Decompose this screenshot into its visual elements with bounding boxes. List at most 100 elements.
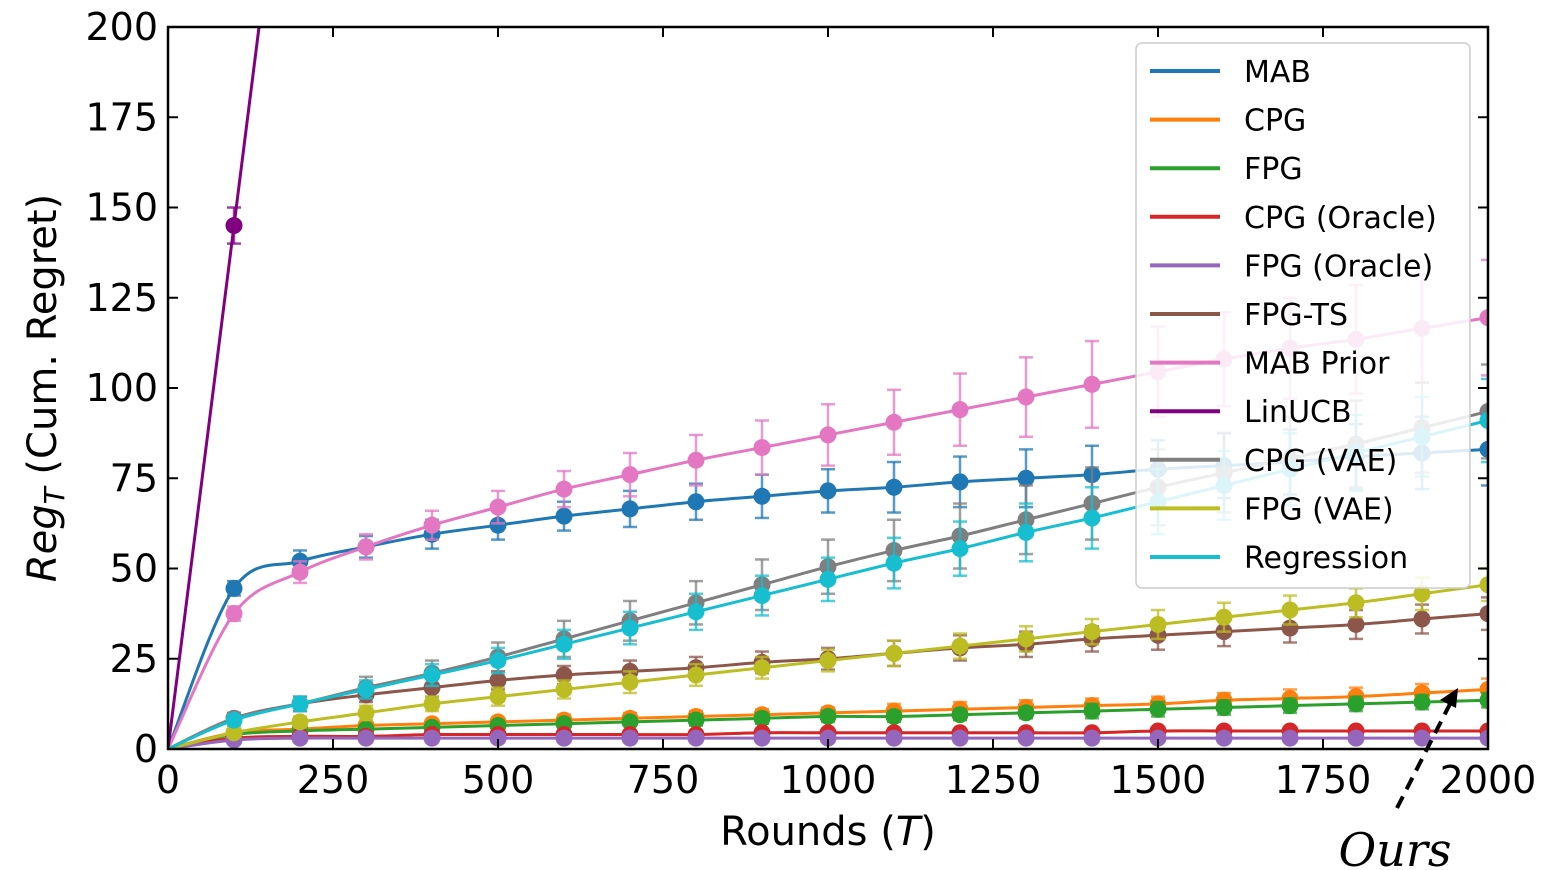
data-point xyxy=(1347,729,1365,747)
data-point xyxy=(951,401,969,419)
x-axis-label-variable: T xyxy=(896,809,924,855)
data-point xyxy=(423,729,441,747)
legend-label: Regression xyxy=(1244,541,1408,576)
legend-item-fpg-vae: FPG (VAE) xyxy=(1150,492,1394,527)
legend-item-mab: MAB xyxy=(1150,55,1311,90)
data-point xyxy=(1281,697,1299,715)
data-point xyxy=(489,671,507,689)
data-point xyxy=(357,680,375,698)
legend-label: LinUCB xyxy=(1244,395,1352,430)
y-tick-label: 150 xyxy=(85,186,158,230)
data-point xyxy=(225,724,243,742)
data-point xyxy=(1281,729,1299,747)
data-point xyxy=(489,652,507,670)
data-point xyxy=(687,711,705,729)
data-point xyxy=(885,708,903,726)
data-point xyxy=(1413,729,1431,747)
series-fpg-oracle xyxy=(168,729,1488,749)
data-point xyxy=(1215,698,1233,716)
legend-label: FPG-TS xyxy=(1244,298,1348,333)
data-point xyxy=(555,480,573,498)
data-point xyxy=(1347,695,1365,713)
data-point xyxy=(1017,630,1035,648)
data-point xyxy=(1479,729,1488,747)
data-point xyxy=(555,635,573,653)
data-point xyxy=(819,426,837,444)
data-point xyxy=(489,688,507,706)
data-point xyxy=(225,217,243,235)
x-tick-label: 1000 xyxy=(780,758,877,802)
data-point xyxy=(1479,309,1488,327)
data-point xyxy=(621,500,639,518)
x-tick-label: 500 xyxy=(462,758,535,802)
data-point xyxy=(753,487,771,505)
x-tick-label: 1250 xyxy=(945,758,1042,802)
series-linucb xyxy=(168,27,261,749)
data-point xyxy=(687,493,705,511)
legend-label: CPG xyxy=(1244,104,1306,139)
y-axis-label-subscript: T xyxy=(38,485,71,504)
data-point xyxy=(621,713,639,731)
data-point xyxy=(621,466,639,484)
x-tick-label: 2000 xyxy=(1440,758,1537,802)
data-point xyxy=(687,729,705,747)
data-point xyxy=(951,473,969,491)
ticks-layer: 0 250 500 750 1000 1250 1500 1750 2000 0 25 50 75 100… xyxy=(85,5,1536,802)
data-point xyxy=(621,673,639,691)
data-point xyxy=(1347,615,1365,633)
data-point xyxy=(885,644,903,662)
data-point xyxy=(1413,585,1431,603)
data-point xyxy=(1479,691,1488,709)
y-axis-label-variable: Reg xyxy=(20,504,66,582)
data-point xyxy=(753,729,771,747)
data-point xyxy=(291,713,309,731)
legend-label: FPG xyxy=(1244,152,1303,187)
data-point xyxy=(291,695,309,713)
y-tick-label: 100 xyxy=(85,366,158,410)
ours-annotation: Ours xyxy=(1339,688,1458,870)
data-point xyxy=(555,680,573,698)
data-point xyxy=(885,729,903,747)
data-point xyxy=(1281,601,1299,619)
legend-item-linucb: LinUCB xyxy=(1150,395,1352,430)
data-point xyxy=(951,637,969,655)
data-point xyxy=(687,603,705,621)
y-tick-label: 0 xyxy=(134,727,158,771)
y-tick-label: 175 xyxy=(85,95,158,139)
legend-label: MAB xyxy=(1244,55,1311,90)
x-tick-label: 1750 xyxy=(1275,758,1372,802)
data-point xyxy=(1083,702,1101,720)
legend-item-mab-prior: MAB Prior xyxy=(1150,347,1390,382)
data-point xyxy=(1479,411,1488,429)
legend-item-cpg-vae: CPG (VAE) xyxy=(1150,444,1397,479)
y-tick-label: 50 xyxy=(110,547,158,591)
data-point xyxy=(951,540,969,558)
data-point xyxy=(357,704,375,722)
data-point xyxy=(291,729,309,747)
data-point xyxy=(687,666,705,684)
legend: MAB CPG FPG CPG (Oracle) FPG (Oracle) FPG-TS M… xyxy=(1135,42,1471,589)
data-point xyxy=(1017,388,1035,406)
data-point xyxy=(1215,608,1233,626)
data-point xyxy=(885,554,903,572)
data-point xyxy=(885,413,903,431)
y-tick-label: 200 xyxy=(85,5,158,49)
data-point xyxy=(1017,729,1035,747)
ours-arrow-head xyxy=(1440,688,1458,708)
legend-label: FPG (VAE) xyxy=(1244,492,1394,527)
y-tick-label: 25 xyxy=(110,637,158,681)
legend-item-fpg: FPG xyxy=(1150,152,1303,187)
data-point xyxy=(1083,509,1101,527)
x-tick-label: 0 xyxy=(156,758,180,802)
ours-annotation-text: Ours xyxy=(1339,823,1452,870)
data-point xyxy=(1149,615,1167,633)
data-point xyxy=(1479,576,1488,594)
legend-item-cpg-oracle: CPG (Oracle) xyxy=(1150,201,1437,236)
data-point xyxy=(423,666,441,684)
data-point xyxy=(1479,605,1488,623)
legend-label: CPG (VAE) xyxy=(1244,444,1397,479)
data-point xyxy=(489,516,507,534)
data-point xyxy=(555,507,573,525)
y-tick-label: 75 xyxy=(110,456,158,500)
